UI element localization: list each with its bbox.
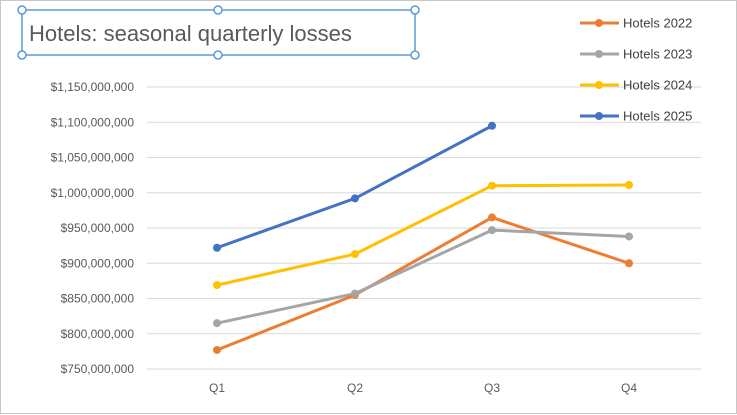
data-point[interactable] (488, 213, 496, 222)
data-point[interactable] (351, 194, 359, 203)
data-point[interactable] (488, 121, 496, 130)
resize-handle-top[interactable] (213, 5, 223, 15)
legend-label: Hotels 2024 (623, 78, 692, 93)
legend-swatch-marker (595, 19, 603, 27)
legend-swatch-marker (595, 50, 603, 58)
y-axis-labels: $750,000,000 $800,000,000 $850,000,000 $900… (51, 80, 135, 376)
legend[interactable]: Hotels 2022 Hotels 2023 Hotels 2024 Hotels … (580, 16, 692, 124)
x-tick-label: Q1 (209, 381, 225, 395)
y-tick-label: $1,000,000,000 (51, 186, 135, 200)
data-point[interactable] (488, 181, 496, 190)
series-hotels-2024[interactable] (213, 180, 633, 290)
x-tick-label: Q4 (621, 381, 637, 395)
y-tick-label: $950,000,000 (61, 221, 135, 235)
y-tick-label: $750,000,000 (61, 362, 135, 376)
chart-title[interactable]: Hotels: seasonal quarterly losses (17, 5, 420, 60)
resize-handle-top-right[interactable] (410, 5, 420, 15)
data-point[interactable] (213, 281, 221, 290)
x-tick-label: Q3 (484, 381, 500, 395)
y-tick-label: $900,000,000 (61, 256, 135, 270)
legend-item-hotels-2024[interactable]: Hotels 2024 (580, 78, 692, 93)
y-tick-label: $850,000,000 (61, 292, 135, 306)
data-point[interactable] (351, 289, 359, 298)
data-point[interactable] (213, 345, 221, 354)
resize-handle-bottom[interactable] (213, 50, 223, 60)
legend-label: Hotels 2023 (623, 47, 692, 62)
plot-series (213, 121, 633, 354)
y-tick-label: $1,050,000,000 (51, 151, 135, 165)
series-line[interactable] (215, 124, 494, 250)
data-point[interactable] (488, 226, 496, 235)
chart-title-text: Hotels: seasonal quarterly losses (29, 21, 352, 46)
series-line[interactable] (215, 183, 631, 287)
legend-item-hotels-2023[interactable]: Hotels 2023 (580, 47, 692, 62)
data-point[interactable] (213, 319, 221, 328)
series-line[interactable] (215, 228, 631, 325)
legend-label: Hotels 2025 (623, 109, 692, 124)
legend-swatch-marker (595, 81, 603, 89)
data-point[interactable] (625, 259, 633, 268)
series-line[interactable] (215, 215, 631, 352)
y-tick-label: $1,100,000,000 (51, 115, 135, 129)
series-hotels-2023[interactable] (213, 226, 633, 328)
data-point[interactable] (213, 243, 221, 252)
resize-handle-top-left[interactable] (17, 5, 27, 15)
legend-label: Hotels 2022 (623, 16, 692, 31)
legend-swatch-marker (595, 112, 603, 120)
data-point[interactable] (351, 250, 359, 259)
x-tick-label: Q2 (347, 381, 363, 395)
resize-handle-bottom-left[interactable] (17, 50, 27, 60)
y-tick-label: $1,150,000,000 (51, 80, 135, 94)
data-point[interactable] (625, 180, 633, 189)
gridlines (147, 86, 701, 370)
y-tick-label: $800,000,000 (61, 327, 135, 341)
data-point[interactable] (625, 232, 633, 241)
legend-item-hotels-2025[interactable]: Hotels 2025 (580, 109, 692, 124)
series-hotels-2025[interactable] (213, 121, 496, 252)
x-axis-labels: Q1 Q2 Q3 Q4 (209, 381, 637, 395)
resize-handle-bottom-right[interactable] (410, 50, 420, 60)
legend-item-hotels-2022[interactable]: Hotels 2022 (580, 16, 692, 31)
